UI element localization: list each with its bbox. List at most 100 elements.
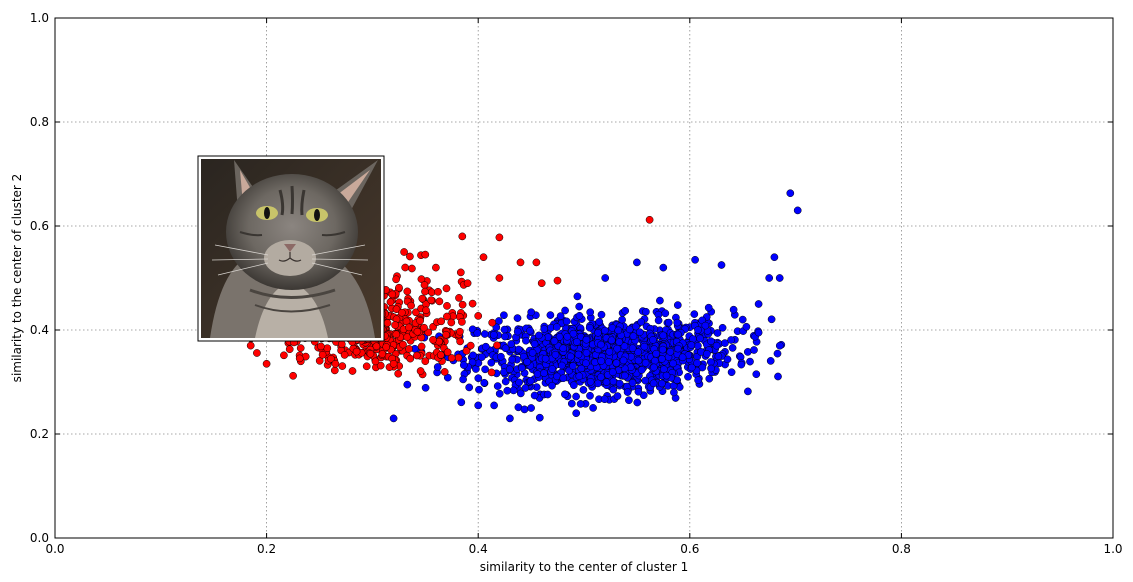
blue-point xyxy=(517,363,526,372)
red-point xyxy=(488,318,497,327)
red-point xyxy=(479,253,488,262)
blue-point xyxy=(684,372,692,381)
blue-point xyxy=(543,390,552,399)
blue-point xyxy=(516,389,525,398)
blue-point xyxy=(513,327,522,336)
blue-point xyxy=(767,315,776,324)
blue-point xyxy=(774,372,782,381)
blue-point xyxy=(633,258,641,267)
blue-point xyxy=(723,355,732,364)
blue-point xyxy=(501,344,510,353)
blue-point xyxy=(713,329,722,337)
blue-point xyxy=(477,353,486,361)
blue-point xyxy=(752,370,761,379)
cat-image-inset xyxy=(197,155,385,342)
blue-point xyxy=(533,370,542,378)
blue-point xyxy=(690,310,699,318)
blue-point xyxy=(585,323,594,332)
blue-point xyxy=(514,345,523,354)
blue-point xyxy=(693,359,701,367)
blue-point xyxy=(629,332,638,341)
red-point xyxy=(516,258,525,267)
blue-point xyxy=(612,359,621,367)
blue-point xyxy=(506,414,514,423)
blue-point xyxy=(615,338,624,346)
red-point xyxy=(413,351,421,360)
red-point xyxy=(285,345,294,354)
red-point xyxy=(442,284,451,293)
blue-point xyxy=(548,365,557,373)
blue-point xyxy=(649,336,657,344)
blue-point xyxy=(526,377,535,385)
red-point xyxy=(388,290,397,299)
blue-point xyxy=(582,359,590,368)
blue-point xyxy=(572,338,581,346)
blue-point xyxy=(718,323,727,332)
red-point xyxy=(458,232,467,241)
blue-point xyxy=(775,341,784,350)
blue-point xyxy=(754,328,763,337)
blue-point xyxy=(613,344,622,353)
blue-point xyxy=(604,358,613,366)
red-point xyxy=(454,353,463,362)
blue-point xyxy=(523,358,531,366)
red-point xyxy=(493,341,501,350)
blue-point xyxy=(691,255,699,264)
red-point xyxy=(289,371,297,380)
red-point xyxy=(440,368,449,376)
blue-point xyxy=(694,326,702,334)
blue-point xyxy=(673,301,682,309)
blue-point xyxy=(527,308,536,317)
blue-point xyxy=(634,387,643,396)
red-point xyxy=(362,362,371,371)
red-point xyxy=(429,335,437,344)
blue-point xyxy=(481,365,489,374)
blue-point xyxy=(674,344,682,353)
blue-point xyxy=(474,374,483,383)
blue-point xyxy=(480,378,489,387)
red-point xyxy=(392,275,400,284)
blue-point xyxy=(639,391,648,400)
blue-point xyxy=(575,372,584,381)
red-point xyxy=(296,344,305,352)
red-point xyxy=(398,308,406,317)
blue-point xyxy=(522,336,530,345)
red-point xyxy=(466,341,475,350)
blue-point xyxy=(535,331,543,340)
blue-point xyxy=(704,303,713,312)
red-point xyxy=(383,319,392,327)
blue-point xyxy=(561,390,569,399)
blue-point xyxy=(475,385,483,394)
blue-point xyxy=(597,310,606,319)
red-point xyxy=(447,318,456,327)
red-point xyxy=(468,299,477,308)
blue-point xyxy=(489,331,498,339)
red-point xyxy=(338,362,347,370)
blue-point xyxy=(694,376,702,385)
blue-point xyxy=(746,357,754,366)
blue-point xyxy=(641,376,650,385)
blue-point xyxy=(548,381,556,390)
red-point xyxy=(417,342,426,351)
red-point xyxy=(401,263,410,272)
blue-point xyxy=(563,332,572,341)
blue-point xyxy=(591,358,599,367)
blue-point xyxy=(507,340,516,348)
blue-point xyxy=(459,375,467,384)
blue-point xyxy=(705,374,714,383)
blue-point xyxy=(637,366,646,374)
blue-point xyxy=(503,386,512,395)
blue-point xyxy=(465,383,474,392)
red-point xyxy=(280,351,288,360)
blue-point xyxy=(594,328,602,337)
red-point xyxy=(420,323,428,332)
blue-point xyxy=(666,347,675,356)
red-point xyxy=(443,302,451,310)
blue-point xyxy=(634,356,643,365)
blue-point xyxy=(556,312,565,320)
red-point xyxy=(412,308,420,317)
blue-point xyxy=(652,349,661,358)
red-point xyxy=(394,369,403,378)
blue-point xyxy=(487,358,496,367)
